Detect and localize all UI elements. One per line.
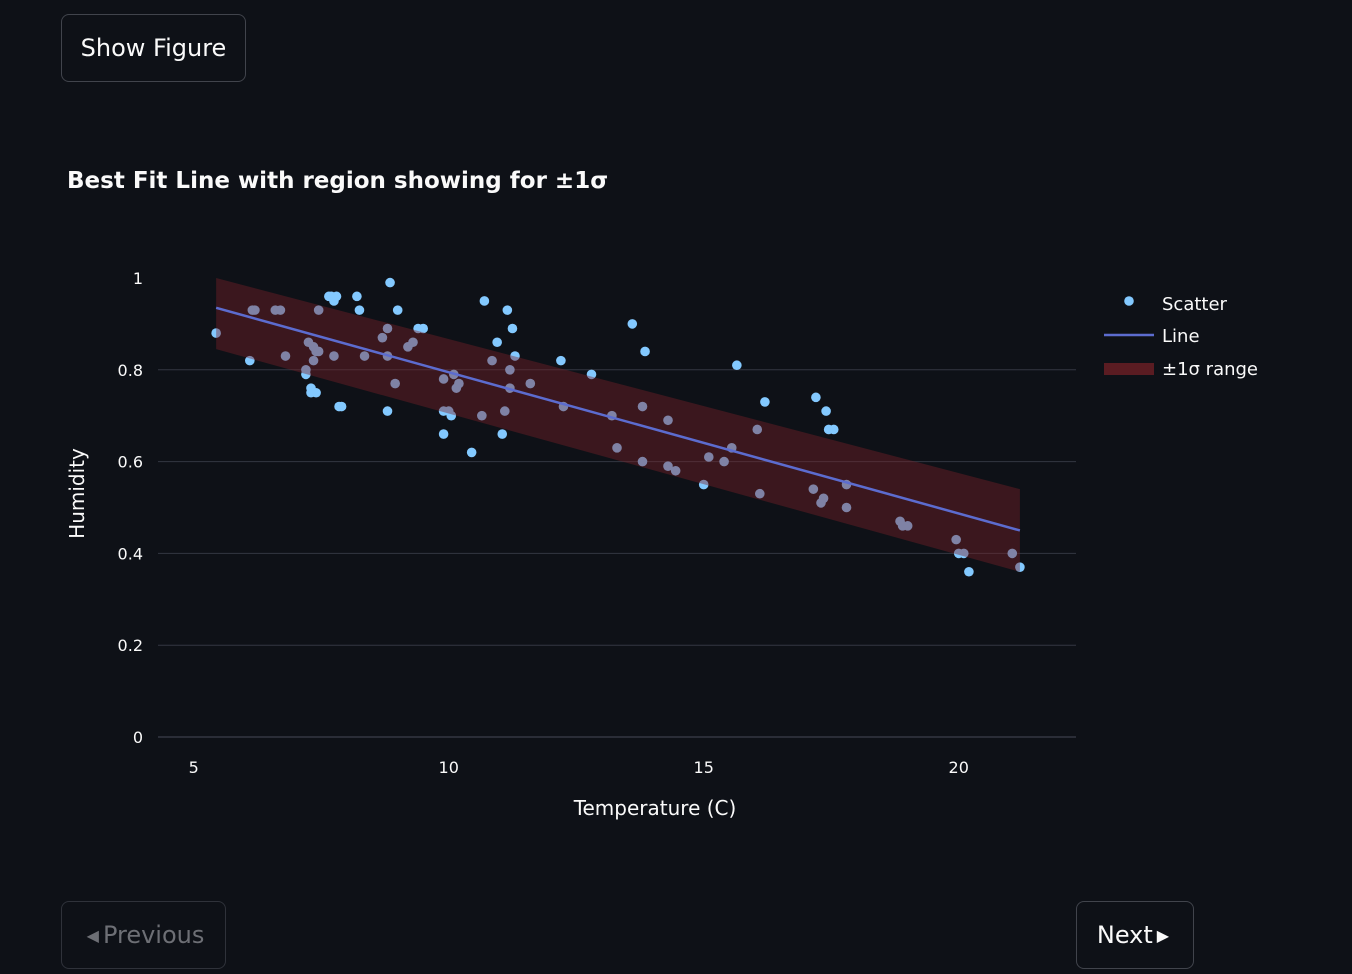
scatter-point: [808, 484, 819, 494]
scatter-point: [1015, 562, 1025, 572]
scatter-point: [479, 296, 490, 306]
previous-button[interactable]: ◀ Previous: [61, 901, 226, 969]
legend-band-marker: [1104, 363, 1154, 375]
scatter-point: [841, 502, 852, 513]
scatter-point: [502, 305, 513, 315]
scatter-point: [959, 548, 969, 559]
scatter-point: [329, 351, 339, 361]
fit-line: [215, 306, 1021, 532]
next-button[interactable]: Next ▶: [1076, 901, 1194, 969]
scatter-point: [811, 392, 821, 403]
scatter-point: [280, 351, 291, 361]
scatter-point: [311, 387, 321, 398]
y-tick-label: 1: [133, 269, 143, 288]
right-triangle-icon: ▶: [1156, 925, 1170, 945]
scatter-point: [951, 534, 961, 545]
scatter-point: [313, 346, 324, 357]
scatter-point: [438, 429, 449, 439]
y-tick-label: 0: [133, 728, 143, 747]
scatter-point: [308, 355, 319, 366]
scatter-point: [612, 443, 622, 453]
scatter-point: [382, 323, 393, 334]
scatter-point: [510, 351, 520, 361]
legend-line-label: Line: [1162, 326, 1200, 347]
chart-title: Best Fit Line with region showing for ±1…: [67, 168, 609, 194]
scatter-point: [245, 355, 255, 366]
scatter-point: [1007, 548, 1018, 559]
show-figure-button[interactable]: Show Figure: [61, 14, 246, 82]
scatter-point: [336, 401, 347, 412]
y-tick-label: 0.8: [118, 361, 143, 380]
scatter-point: [352, 291, 362, 302]
scatter-point: [663, 461, 673, 471]
scatter-point: [487, 355, 497, 366]
scatter-point: [818, 493, 829, 504]
legend-scatter-label: Scatter: [1162, 294, 1228, 315]
scatter-point: [698, 479, 709, 490]
scatter-point: [477, 410, 487, 421]
scatter-point: [466, 447, 477, 458]
x-tick-label: 5: [189, 758, 199, 777]
scatter-point: [392, 305, 403, 315]
scatter-point: [275, 305, 286, 315]
scatter-point: [382, 406, 393, 416]
scatter-point: [627, 319, 638, 329]
scatter-point: [497, 429, 508, 439]
scatter-point: [663, 415, 673, 426]
previous-label: Previous: [102, 921, 205, 949]
scatter-point: [505, 365, 515, 375]
scatter-point: [637, 456, 648, 467]
legend-band-label: ±1σ range: [1162, 359, 1258, 380]
scatter-point: [732, 360, 742, 371]
x-tick-label: 15: [694, 758, 714, 777]
next-label: Next: [1096, 921, 1153, 949]
scatter-point: [211, 328, 221, 338]
scatter-point: [755, 488, 765, 499]
sigma-band: [216, 278, 1020, 572]
scatter-point: [250, 305, 260, 315]
legend-scatter-marker: [1124, 296, 1134, 306]
scatter-point: [454, 378, 464, 389]
scatter-point: [418, 323, 429, 334]
show-figure-label: Show Figure: [80, 34, 227, 62]
scatter-point: [507, 323, 518, 334]
left-triangle-icon: ◀: [86, 925, 99, 945]
scatter-point: [670, 465, 681, 476]
scatter-point: [586, 369, 597, 380]
scatter-point: [556, 355, 566, 366]
scatter-point: [446, 410, 457, 421]
scatter-point: [500, 406, 510, 416]
scatter-point: [301, 369, 311, 380]
y-tick-label: 0.2: [118, 636, 143, 655]
scatter-point: [492, 337, 502, 348]
scatter-point: [821, 406, 831, 416]
scatter-point: [354, 305, 365, 315]
y-axis-title: Humidity: [65, 448, 89, 539]
scatter-point: [390, 378, 400, 389]
y-tick-label: 0.6: [118, 453, 143, 472]
scatter-point: [902, 521, 913, 531]
x-axis-title: Temperature (C): [573, 796, 737, 820]
x-tick-label: 20: [949, 758, 969, 777]
scatter-point: [377, 332, 388, 343]
scatter-point: [408, 337, 418, 348]
x-tick-label: 10: [439, 758, 459, 777]
scatter-point: [964, 566, 974, 577]
scatter-point: [719, 456, 729, 467]
scatter-point: [438, 374, 449, 384]
scatter-point: [313, 305, 324, 315]
scatter-point: [637, 401, 648, 412]
scatter-point: [525, 378, 536, 389]
scatter-point: [760, 397, 770, 407]
y-tick-label: 0.4: [118, 544, 143, 563]
scatter-point: [828, 424, 839, 435]
scatter-point: [752, 424, 763, 435]
scatter-point: [640, 346, 650, 357]
scatter-point: [331, 291, 342, 302]
scatter-point: [385, 277, 395, 288]
scatter-point: [704, 452, 714, 462]
scatter-point: [359, 351, 370, 361]
